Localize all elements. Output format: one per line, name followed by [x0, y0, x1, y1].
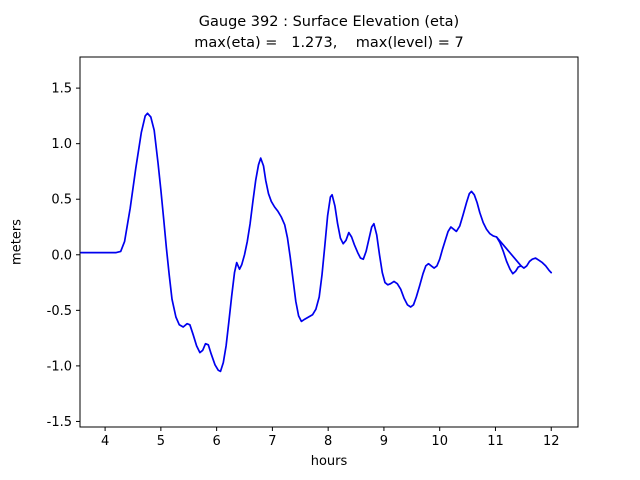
y-tick-label: 1.0 — [51, 137, 72, 152]
chart-subtitle: max(eta) = 1.273, max(level) = 7 — [194, 35, 464, 51]
x-tick-label: 7 — [268, 434, 276, 449]
x-tick-label: 12 — [543, 434, 560, 449]
y-tick-label: 0.5 — [51, 193, 72, 208]
x-tick-label: 4 — [101, 434, 109, 449]
y-tick-label: -0.5 — [47, 304, 72, 319]
x-tick-label: 8 — [324, 434, 332, 449]
axis-frame — [79, 56, 579, 428]
series-surface-elevation-secondary-branch — [495, 236, 522, 267]
chart-title: Gauge 392 : Surface Elevation (eta) — [198, 14, 460, 30]
y-tick-label: 1.5 — [51, 82, 72, 97]
x-tick-label: 9 — [380, 434, 388, 449]
series-surface-elevation-eta — [80, 112, 553, 373]
y-tick-label: 0.0 — [51, 248, 72, 263]
y-tick-label: -1.0 — [47, 359, 72, 374]
y-tick-label: -1.5 — [47, 415, 72, 430]
x-tick-label: 10 — [431, 434, 448, 449]
x-tick-label: 5 — [157, 434, 165, 449]
x-tick-label: 11 — [487, 434, 504, 449]
x-tick-label: 6 — [212, 434, 220, 449]
x-axis-label: hours — [310, 454, 348, 469]
